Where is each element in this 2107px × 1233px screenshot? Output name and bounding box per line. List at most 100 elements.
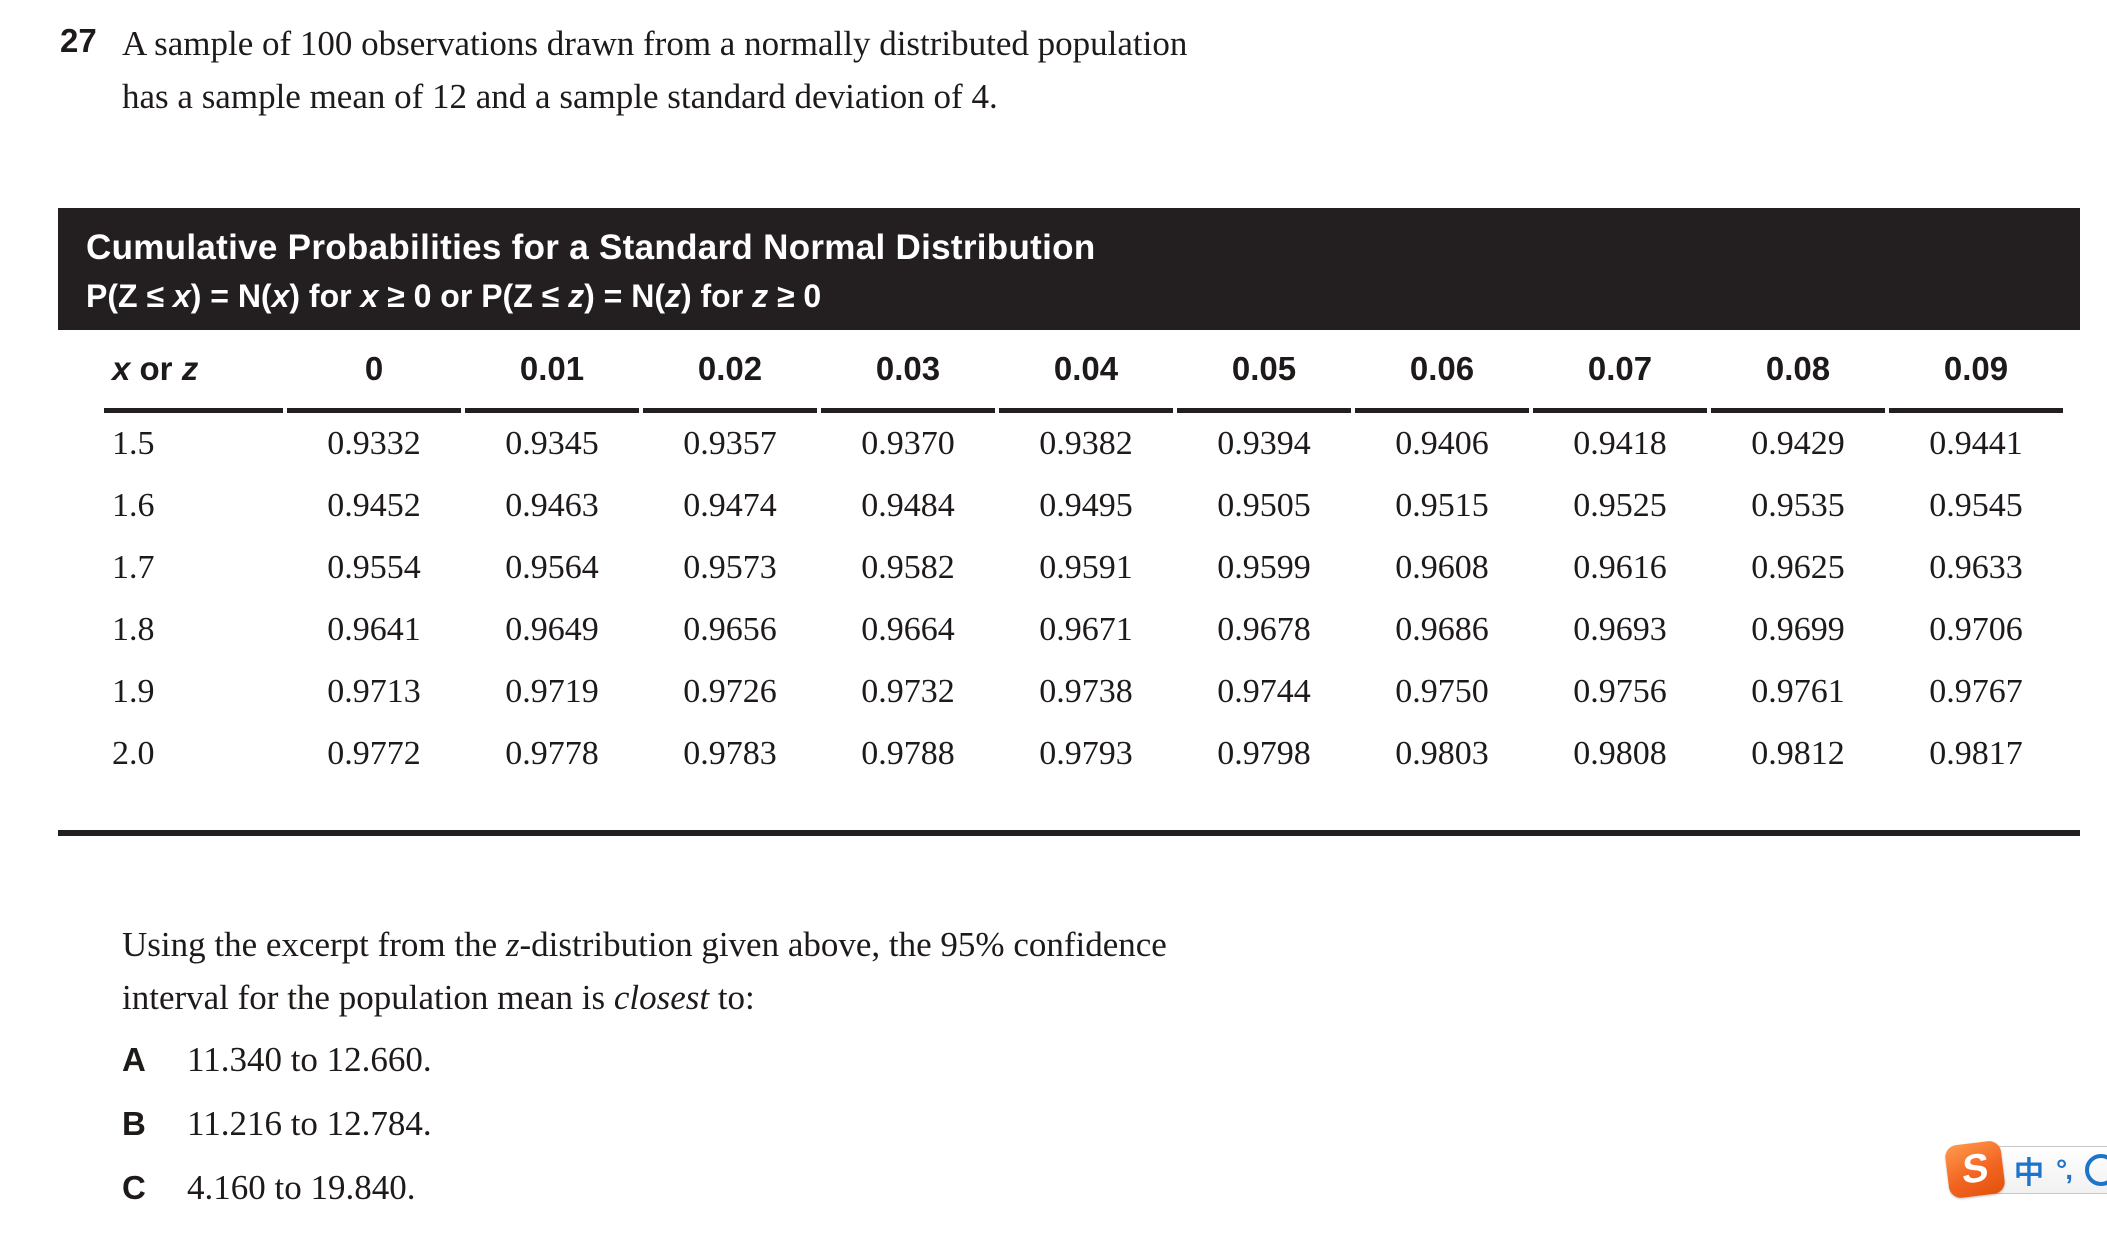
probability-cell: 0.9573 xyxy=(683,549,777,586)
probability-cell: 0.9625 xyxy=(1751,549,1845,586)
italic-text: z xyxy=(505,925,520,964)
table-row: 1.8 0.9641 0.9649 0.9656 0.9664 0.9671 0.9678 0… xyxy=(104,599,2063,661)
table-row: 1.5 0.9332 0.9345 0.9357 0.9370 0.9382 0.9394 0… xyxy=(104,413,2063,475)
probability-cell: 0.9713 xyxy=(327,673,421,710)
column-header: 0.06 xyxy=(1355,330,1529,413)
plain-text: Using the excerpt from the xyxy=(122,925,506,964)
option-text: 4.160 to 19.840. xyxy=(187,1168,416,1207)
probability-cell: 0.9817 xyxy=(1929,735,2023,772)
question-prompt: Using the excerpt from the z-distributio… xyxy=(122,918,1167,1024)
option-text: 11.340 to 12.660. xyxy=(187,1040,432,1079)
probability-cell: 0.9394 xyxy=(1217,425,1311,462)
probability-cell: 0.9441 xyxy=(1929,425,2023,462)
probability-cell: 0.9382 xyxy=(1039,425,1133,462)
probability-cell: 0.9767 xyxy=(1929,673,2023,710)
table-banner-formula: P(Z ≤ x) = N(x) for x ≥ 0 or P(Z ≤ z) = … xyxy=(86,274,2080,318)
probability-cell: 0.9656 xyxy=(683,611,777,648)
italic-text: z xyxy=(181,350,199,387)
probability-cell: 0.9812 xyxy=(1751,735,1845,772)
probability-cell: 0.9699 xyxy=(1751,611,1845,648)
probability-cell: 0.9564 xyxy=(505,549,599,586)
question-number: 27 xyxy=(60,22,97,59)
prompt-line: Using the excerpt from the z-distributio… xyxy=(122,918,1167,971)
option-row: A 11.340 to 12.660. xyxy=(122,1040,432,1104)
probability-cell: 0.9738 xyxy=(1039,673,1133,710)
chinese-mode-icon[interactable]: 中 xyxy=(2014,1157,2044,1190)
plain-text: P(Z ≤ xyxy=(86,278,173,314)
column-header: 0.07 xyxy=(1533,330,1707,413)
probability-cell: 0.9495 xyxy=(1039,487,1133,524)
probability-cell: 0.9505 xyxy=(1217,487,1311,524)
table-row: 1.9 0.9713 0.9719 0.9726 0.9732 0.9738 0.9744 0… xyxy=(104,661,2063,723)
toolbox-icon[interactable] xyxy=(2084,1154,2107,1186)
column-header-x-or-z: x or z xyxy=(104,330,283,413)
column-header: 0.01 xyxy=(465,330,639,413)
probability-cell: 0.9671 xyxy=(1039,611,1133,648)
probability-cell: 0.9406 xyxy=(1395,425,1489,462)
probability-cell: 0.9591 xyxy=(1039,549,1133,586)
probability-cell: 0.9772 xyxy=(327,735,421,772)
plain-text: interval for the population mean is xyxy=(122,978,614,1017)
italic-text: z xyxy=(664,278,681,314)
probability-cell: 0.9345 xyxy=(505,425,599,462)
table-header-row: x or z 0 0.01 0.02 0.03 0.04 0.05 0.06 0.07 0.08… xyxy=(104,330,2063,413)
probability-cell: 0.9616 xyxy=(1573,549,1667,586)
sogou-logo-letter: S xyxy=(1961,1145,1989,1193)
prompt-line: interval for the population mean is clos… xyxy=(122,971,1167,1024)
probability-cell: 0.9744 xyxy=(1217,673,1311,710)
row-label: 1.7 xyxy=(112,549,155,586)
probability-cell: 0.9756 xyxy=(1573,673,1667,710)
probability-cell: 0.9452 xyxy=(327,487,421,524)
probability-cell: 0.9545 xyxy=(1929,487,2023,524)
option-letter: B xyxy=(122,1105,146,1142)
plain-text: or xyxy=(130,350,182,387)
sogou-ime-toolbar[interactable]: S 中 °, xyxy=(1943,1139,2107,1200)
italic-text: z xyxy=(752,278,769,314)
table-banner: Cumulative Probabilities for a Standard … xyxy=(58,208,2080,330)
sogou-logo-icon[interactable]: S xyxy=(1943,1139,2007,1200)
probability-cell: 0.9370 xyxy=(861,425,955,462)
probability-cell: 0.9808 xyxy=(1573,735,1667,772)
italic-text: x xyxy=(271,278,290,314)
column-header: 0.09 xyxy=(1889,330,2063,413)
plain-text: ) = N( xyxy=(190,278,272,314)
column-header: 0.02 xyxy=(643,330,817,413)
italic-text: closest xyxy=(613,978,710,1017)
row-label: 1.5 xyxy=(112,425,155,462)
question-text: A sample of 100 observations drawn from … xyxy=(122,24,1188,116)
plain-text: -distribution given above, the 95% confi… xyxy=(519,925,1167,964)
answer-options: A 11.340 to 12.660. B 11.216 to 12.784. C 4.1… xyxy=(122,1040,432,1232)
column-header: 0 xyxy=(287,330,461,413)
italic-text: x xyxy=(172,278,191,314)
table-row: 2.0 0.9772 0.9778 0.9783 0.9788 0.9793 0.9798 0… xyxy=(104,723,2063,785)
option-letter: A xyxy=(122,1041,146,1078)
plain-text: ) for xyxy=(680,278,753,314)
probability-cell: 0.9429 xyxy=(1751,425,1845,462)
probability-cell: 0.9761 xyxy=(1751,673,1845,710)
probability-cell: 0.9582 xyxy=(861,549,955,586)
probability-cell: 0.9798 xyxy=(1217,735,1311,772)
italic-text: x xyxy=(112,350,131,387)
probability-cell: 0.9515 xyxy=(1395,487,1489,524)
probability-cell: 0.9641 xyxy=(327,611,421,648)
row-label: 1.9 xyxy=(112,673,155,710)
plain-text: to: xyxy=(709,978,755,1017)
z-distribution-table: x or z 0 0.01 0.02 0.03 0.04 0.05 0.06 0.07 0.08… xyxy=(100,330,2067,785)
probability-cell: 0.9418 xyxy=(1573,425,1667,462)
probability-cell: 0.9706 xyxy=(1929,611,2023,648)
probability-cell: 0.9803 xyxy=(1395,735,1489,772)
row-label: 1.6 xyxy=(112,487,155,524)
probability-cell: 0.9726 xyxy=(683,673,777,710)
probability-cell: 0.9678 xyxy=(1217,611,1311,648)
plain-text: ≥ 0 xyxy=(768,278,822,314)
table-bottom-rule xyxy=(58,830,2080,836)
option-row: B 11.216 to 12.784. xyxy=(122,1104,432,1168)
column-header: 0.04 xyxy=(999,330,1173,413)
probability-cell: 0.9474 xyxy=(683,487,777,524)
table-row: 1.6 0.9452 0.9463 0.9474 0.9484 0.9495 0.9505 0… xyxy=(104,475,2063,537)
probability-cell: 0.9664 xyxy=(861,611,955,648)
probability-cell: 0.9484 xyxy=(861,487,955,524)
probability-cell: 0.9599 xyxy=(1217,549,1311,586)
punctuation-mode-icon[interactable]: °, xyxy=(2056,1154,2073,1185)
probability-cell: 0.9608 xyxy=(1395,549,1489,586)
